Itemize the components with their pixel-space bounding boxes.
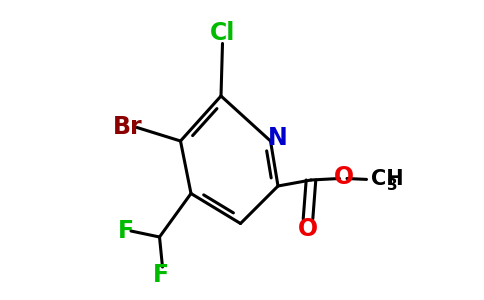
Text: F: F — [153, 262, 169, 286]
Text: N: N — [268, 126, 288, 150]
Text: Cl: Cl — [210, 21, 235, 45]
Text: Br: Br — [113, 116, 143, 140]
Text: CH: CH — [371, 169, 404, 189]
Text: F: F — [118, 219, 134, 243]
Text: 3: 3 — [387, 178, 397, 194]
Text: O: O — [298, 217, 318, 241]
Text: O: O — [334, 165, 354, 189]
